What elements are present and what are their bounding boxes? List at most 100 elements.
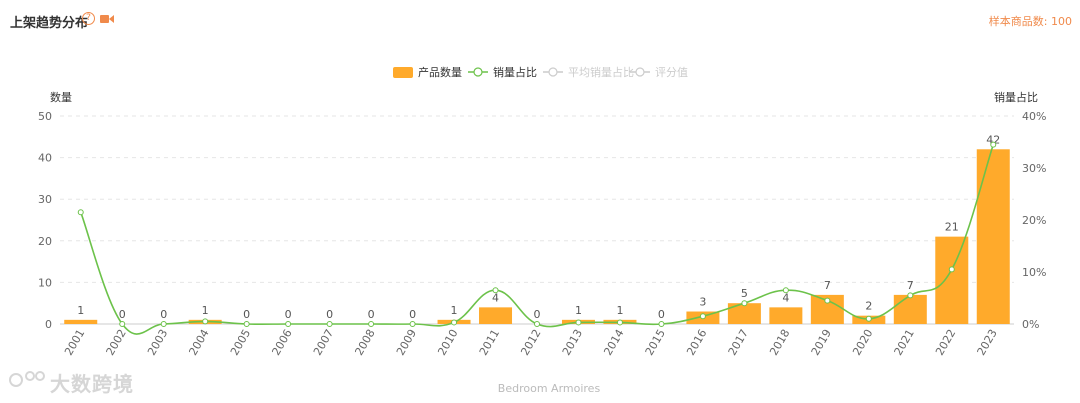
y-tick-left: 10: [38, 276, 52, 289]
bar-data-label: 42: [986, 133, 1000, 146]
legend-marker-point: [548, 67, 558, 77]
x-tick-label: 2022: [933, 327, 958, 358]
y-tick-left: 50: [38, 110, 52, 123]
bar-data-label: 0: [243, 308, 250, 321]
bar-data-label: 7: [907, 279, 914, 292]
x-tick-label: 2017: [726, 327, 751, 358]
bar-data-label: 0: [160, 308, 167, 321]
help-icon[interactable]: ?: [82, 12, 95, 25]
sales-share-point: [119, 321, 126, 327]
sales-share-point: [824, 297, 831, 304]
video-camera-icon[interactable]: [100, 14, 114, 24]
bar: [935, 236, 969, 324]
bar-data-label: 21: [945, 221, 959, 234]
bar-data-label: 3: [699, 296, 706, 309]
x-axis-title: Bedroom Armoires: [498, 382, 601, 395]
y-tick-right: 0%: [1022, 318, 1039, 331]
bar-data-label: 1: [77, 304, 84, 317]
legend-marker-point: [635, 67, 645, 77]
x-tick-label: 2016: [684, 327, 709, 358]
bar-data-label: 4: [782, 291, 789, 304]
watermark-logo-icon: [9, 371, 45, 387]
bar-data-label: 1: [202, 304, 209, 317]
legend-item-1[interactable]: 销量占比: [493, 65, 537, 79]
legend-item-2[interactable]: 平均销量占比: [568, 65, 634, 79]
bar: [727, 303, 761, 324]
legend-marker-point: [473, 67, 483, 77]
x-tick-label: 2014: [601, 327, 626, 358]
x-tick-label: 2004: [187, 327, 212, 358]
x-tick-label: 2021: [892, 327, 917, 358]
bar-data-label: 0: [658, 308, 665, 321]
sales-share-point: [77, 209, 84, 216]
x-tick-label: 2008: [352, 327, 377, 358]
sales-share-point: [451, 319, 458, 326]
sales-share-point: [658, 321, 665, 327]
x-tick-label: 2010: [435, 327, 460, 358]
y-tick-left: 30: [38, 193, 52, 206]
y-tick-left: 0: [45, 318, 52, 331]
sales-share-point: [409, 321, 416, 327]
sales-share-point: [741, 300, 748, 307]
x-tick-label: 2015: [643, 327, 668, 358]
x-tick-label: 2019: [809, 327, 834, 358]
sales-share-point: [575, 319, 582, 326]
y-tick-left: 20: [38, 235, 52, 248]
y-tick-right: 30%: [1022, 162, 1046, 175]
legend-marker-bar: [393, 67, 413, 78]
sales-share-point: [699, 313, 706, 320]
bar-data-label: 0: [534, 308, 541, 321]
bar-data-label: 0: [285, 308, 292, 321]
bar-data-label: 0: [368, 308, 375, 321]
bar-data-label: 0: [409, 308, 416, 321]
x-tick-label: 2020: [850, 327, 875, 358]
x-tick-label: 2003: [145, 327, 170, 358]
y-tick-left: 40: [38, 152, 52, 165]
bar: [976, 149, 1010, 324]
x-tick-label: 2009: [394, 327, 419, 358]
sales-share-point: [948, 266, 955, 273]
sales-share-point: [616, 319, 623, 326]
legend-item-3[interactable]: 评分值: [655, 66, 688, 79]
bar: [479, 307, 513, 324]
x-tick-label: 2013: [560, 327, 585, 358]
x-tick-label: 2011: [477, 327, 502, 358]
x-tick-label: 2006: [269, 327, 294, 358]
x-tick-label: 2001: [62, 327, 87, 358]
sales-share-line: [79, 144, 995, 335]
bar-data-label: 1: [575, 304, 582, 317]
sales-share-point: [285, 321, 292, 327]
sales-share-point: [907, 292, 914, 299]
page-title: 上架趋势分布: [10, 16, 89, 31]
sales-share-point: [160, 321, 167, 327]
sales-share-point: [534, 321, 540, 327]
bar-data-label: 1: [616, 304, 623, 317]
bar-data-label: 1: [451, 304, 458, 317]
bar-data-label: 4: [492, 291, 499, 304]
y-tick-right: 20%: [1022, 214, 1046, 227]
bar: [64, 319, 98, 324]
bar-data-label: 2: [865, 300, 872, 313]
sales-share-point: [990, 141, 997, 148]
y-tick-right: 40%: [1022, 110, 1046, 123]
sales-share-point: [782, 287, 789, 294]
bar: [769, 307, 803, 324]
legend-item-0[interactable]: 产品数量: [418, 65, 462, 79]
sales-share-point: [202, 318, 209, 325]
watermark-text: 大数跨境: [50, 372, 134, 396]
bar: [893, 294, 927, 324]
bar-data-label: 5: [741, 287, 748, 300]
x-tick-label: 2018: [767, 327, 792, 358]
bar-data-label: 0: [119, 308, 126, 321]
y-axis-left-title: 数量: [50, 91, 72, 104]
x-tick-label: 2007: [311, 327, 336, 358]
bar-data-label: 7: [824, 279, 831, 292]
sample-count: 样本商品数: 100: [988, 15, 1072, 28]
x-tick-label: 2012: [518, 327, 543, 358]
x-tick-label: 2005: [228, 327, 253, 358]
x-tick-label: 2023: [975, 327, 1000, 358]
sales-share-point: [492, 287, 499, 294]
y-axis-right-title: 销量占比: [994, 90, 1038, 104]
sales-share-point: [865, 315, 872, 322]
